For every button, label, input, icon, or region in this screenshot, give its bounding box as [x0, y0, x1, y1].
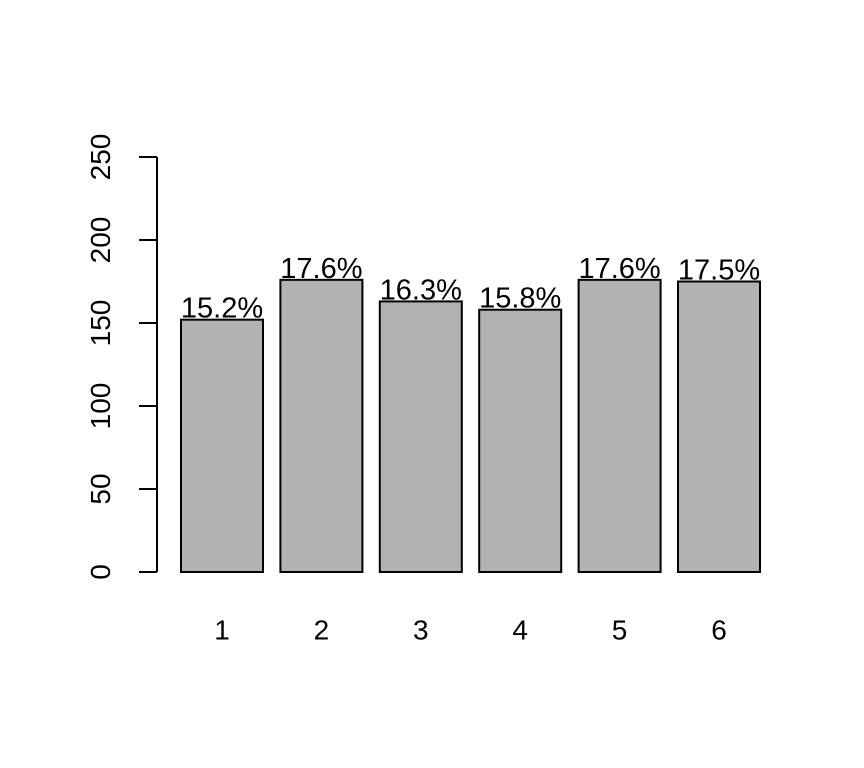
x-category-label: 3	[413, 614, 429, 645]
y-tick-label: 0	[85, 564, 116, 580]
x-category-label: 1	[214, 614, 230, 645]
bar-data-label: 15.8%	[479, 283, 561, 315]
bar-data-label: 15.2%	[181, 293, 263, 325]
bar	[378, 300, 463, 573]
x-category-label: 6	[711, 614, 727, 645]
bar	[478, 308, 563, 573]
y-tick-label: 200	[85, 217, 116, 264]
y-axis: 0 50 100 150 200 250	[85, 134, 158, 580]
bar-data-label: 17.6%	[280, 253, 362, 285]
bar-data-label: 17.6%	[578, 253, 660, 285]
bar	[577, 278, 662, 573]
bar	[279, 278, 364, 573]
y-tick-label: 50	[85, 473, 116, 504]
x-category-label: 4	[512, 614, 528, 645]
x-category-label: 5	[612, 614, 628, 645]
bars	[180, 278, 761, 573]
x-category-label: 2	[314, 614, 330, 645]
data-labels: 15.2% 17.6% 16.3% 15.8% 17.6% 17.5%	[181, 253, 760, 325]
y-tick-label: 250	[85, 134, 116, 181]
bar-data-label: 17.5%	[678, 255, 760, 287]
bar-data-label: 16.3%	[380, 274, 462, 306]
bar	[677, 280, 761, 573]
y-tick-label: 150	[85, 300, 116, 347]
y-tick-label: 100	[85, 383, 116, 430]
x-axis-labels: 1 2 3 4 5 6	[214, 614, 727, 645]
bar	[180, 318, 264, 573]
